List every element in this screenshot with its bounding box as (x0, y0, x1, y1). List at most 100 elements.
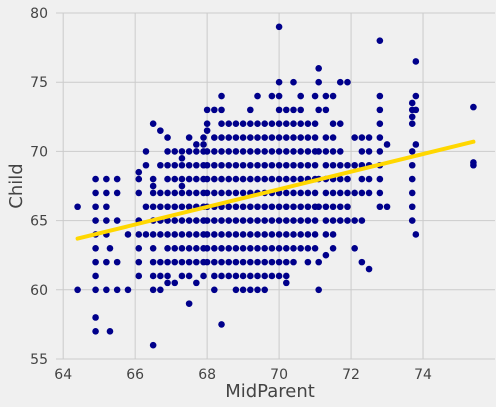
data-point (297, 92, 304, 100)
data-point (268, 258, 276, 266)
data-point (304, 189, 312, 197)
data-point (218, 148, 225, 155)
data-point (297, 244, 304, 252)
data-point (376, 120, 384, 128)
data-point (383, 141, 391, 148)
data-point (304, 244, 312, 252)
data-point (261, 244, 269, 252)
data-point (254, 120, 261, 128)
y-tick-label: 65 (30, 214, 48, 230)
data-point (376, 189, 384, 197)
data-point (232, 244, 240, 252)
data-point (408, 189, 416, 197)
data-point (218, 120, 225, 128)
data-point (149, 244, 157, 252)
data-point (254, 231, 261, 238)
data-point (185, 148, 193, 155)
data-point (178, 155, 186, 162)
data-point (232, 272, 240, 280)
data-point (193, 279, 200, 287)
data-point (247, 286, 254, 294)
data-point (239, 203, 247, 211)
data-point (322, 106, 330, 114)
data-point (142, 231, 150, 238)
data-point (193, 148, 200, 155)
data-point (275, 92, 283, 100)
data-point (239, 120, 247, 128)
data-point (225, 120, 233, 128)
data-point (470, 103, 477, 111)
data-point (232, 120, 240, 128)
data-point (149, 231, 157, 238)
data-point (171, 217, 179, 224)
data-point (304, 203, 312, 211)
x-tick-label: 64 (54, 367, 72, 383)
data-point (193, 258, 200, 266)
data-point (329, 203, 337, 211)
data-point (164, 189, 171, 197)
data-point (329, 134, 337, 141)
data-point (103, 175, 110, 183)
data-point (218, 134, 225, 141)
data-point (211, 244, 218, 252)
data-point (365, 134, 373, 141)
x-axis-label: MidParent (225, 381, 315, 402)
data-point (239, 231, 247, 238)
data-point (178, 258, 186, 266)
data-point (261, 286, 269, 294)
data-point (106, 244, 114, 252)
data-point (157, 127, 164, 134)
data-point (304, 161, 312, 169)
data-point (290, 231, 297, 238)
data-point (275, 106, 283, 114)
data-point (185, 272, 193, 280)
data-point (124, 231, 132, 238)
data-point (329, 217, 337, 224)
data-point (149, 258, 157, 266)
data-point (268, 203, 276, 211)
data-point (322, 92, 330, 100)
data-point (203, 175, 211, 183)
data-point (135, 272, 143, 280)
data-point (92, 189, 99, 197)
data-point (351, 189, 358, 197)
data-point (239, 148, 247, 155)
data-point (247, 272, 254, 280)
data-point (157, 258, 164, 266)
data-point (185, 231, 193, 238)
data-point (282, 231, 290, 238)
data-point (329, 231, 337, 238)
data-point (203, 258, 211, 266)
data-point (113, 258, 121, 266)
data-point (164, 134, 171, 141)
data-point (164, 175, 171, 183)
data-point (171, 231, 179, 238)
data-point (113, 286, 121, 294)
y-tick-label: 55 (30, 352, 48, 368)
data-point (268, 148, 276, 155)
data-point (178, 161, 186, 169)
data-point (92, 314, 99, 321)
data-point (92, 175, 99, 183)
data-point (203, 120, 211, 128)
data-point (247, 106, 254, 114)
data-point (164, 203, 171, 211)
data-point (193, 141, 200, 148)
data-point (135, 231, 143, 238)
data-point (282, 217, 290, 224)
data-point (351, 244, 358, 252)
data-point (365, 265, 373, 273)
data-point (178, 189, 186, 197)
data-point (185, 161, 193, 169)
data-point (290, 106, 297, 114)
data-point (282, 244, 290, 252)
data-point (311, 244, 319, 252)
data-point (135, 168, 143, 176)
data-point (200, 134, 207, 141)
data-point (261, 203, 269, 211)
data-point (203, 106, 211, 114)
data-point (203, 231, 211, 238)
data-point (297, 106, 304, 114)
plot-area (56, 13, 495, 359)
fit-line (75, 139, 476, 241)
